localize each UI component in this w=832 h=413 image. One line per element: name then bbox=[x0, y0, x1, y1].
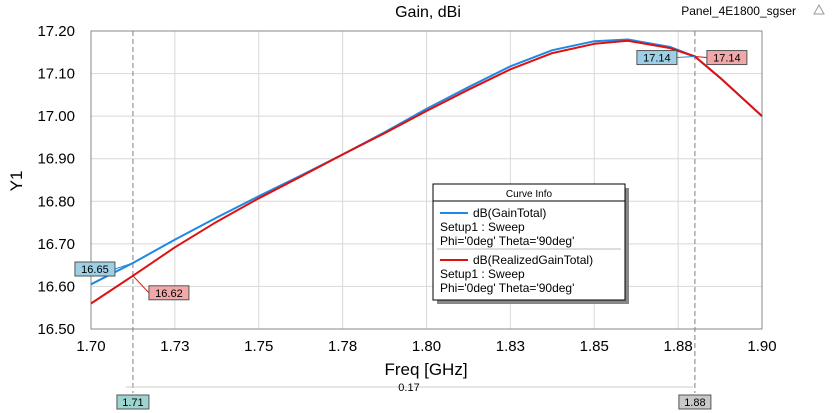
legend-angles: Phi='0deg' Theta='90deg' bbox=[440, 234, 574, 248]
legend-series-name: dB(RealizedGainTotal) bbox=[473, 253, 593, 267]
y-tick-label: 17.20 bbox=[37, 23, 75, 40]
marker-lines bbox=[132, 31, 696, 393]
x-tick-label: 1.75 bbox=[244, 338, 273, 355]
x-axis-label: Freq [GHz] bbox=[384, 360, 467, 379]
axis-ticks: 1.70 1.73 1.75 1.78 1.80 1.83 1.85 1.88 1.90 16.5… bbox=[37, 23, 776, 355]
marker-value-box[interactable] bbox=[636, 50, 678, 66]
marker-value-box[interactable] bbox=[148, 285, 190, 301]
chart-title: Gain, dBi bbox=[395, 4, 461, 21]
x-tick-label: 1.88 bbox=[664, 338, 693, 355]
y-tick-label: 17.10 bbox=[37, 66, 75, 83]
y-tick-label: 16.80 bbox=[37, 193, 75, 210]
legend-setup: Setup1 : Sweep bbox=[440, 220, 525, 234]
delta-value: 0.17 bbox=[398, 382, 419, 394]
y-tick-label: 16.50 bbox=[37, 321, 75, 338]
series-line bbox=[90, 39, 763, 305]
legend[interactable]: Curve Info dB(GainTotal) Setup1 : Sweep … bbox=[432, 183, 629, 304]
y-tick-label: 17.00 bbox=[37, 108, 75, 125]
marker-value-label: 16.65 bbox=[81, 264, 109, 276]
marker-value-box[interactable] bbox=[706, 50, 748, 66]
y-tick-label: 16.70 bbox=[37, 236, 75, 253]
legend-series-name: dB(GainTotal) bbox=[473, 206, 546, 220]
marker-value-label: 16.62 bbox=[155, 288, 183, 300]
x-tick-label: 1.83 bbox=[496, 338, 525, 355]
y-tick-label: 16.60 bbox=[37, 278, 75, 295]
marker-value-label: 17.14 bbox=[643, 53, 671, 65]
y-axis-label: Y1 bbox=[7, 171, 26, 192]
warning-icon bbox=[813, 3, 825, 15]
marker-leader bbox=[694, 56, 707, 59]
marker-leader bbox=[132, 275, 150, 294]
marker-x-tag[interactable] bbox=[678, 394, 712, 410]
marker-leader bbox=[676, 56, 695, 59]
marker-values: 16.65 16.62 17.14 17.14 bbox=[74, 50, 748, 301]
marker-tags: 1.71 1.88 bbox=[116, 394, 712, 410]
marker-leader bbox=[114, 262, 134, 270]
delta-indicator: 0.17 bbox=[126, 382, 693, 394]
x-tick-label: 1.70 bbox=[76, 338, 105, 355]
x-tick-label: 1.73 bbox=[160, 338, 189, 355]
marker-value-label: 17.14 bbox=[713, 53, 741, 65]
grid bbox=[90, 30, 763, 330]
series-lines bbox=[90, 38, 763, 305]
x-tick-label: 1.80 bbox=[412, 338, 441, 355]
marker-x-label: 1.71 bbox=[122, 397, 143, 409]
legend-box bbox=[432, 183, 626, 301]
marker-x-tag[interactable] bbox=[116, 394, 150, 410]
marker-value-box[interactable] bbox=[74, 261, 116, 277]
legend-title: Curve Info bbox=[506, 189, 553, 200]
legend-angles: Phi='0deg' Theta='90deg' bbox=[440, 281, 574, 295]
y-tick-label: 16.90 bbox=[37, 151, 75, 168]
project-name: Panel_4E1800_sgser bbox=[681, 4, 796, 18]
legend-setup: Setup1 : Sweep bbox=[440, 267, 525, 281]
x-tick-label: 1.78 bbox=[328, 338, 357, 355]
marker-x-label: 1.88 bbox=[684, 397, 705, 409]
plot-frame bbox=[90, 30, 763, 330]
x-tick-label: 1.85 bbox=[580, 338, 609, 355]
x-tick-label: 1.90 bbox=[747, 338, 776, 355]
